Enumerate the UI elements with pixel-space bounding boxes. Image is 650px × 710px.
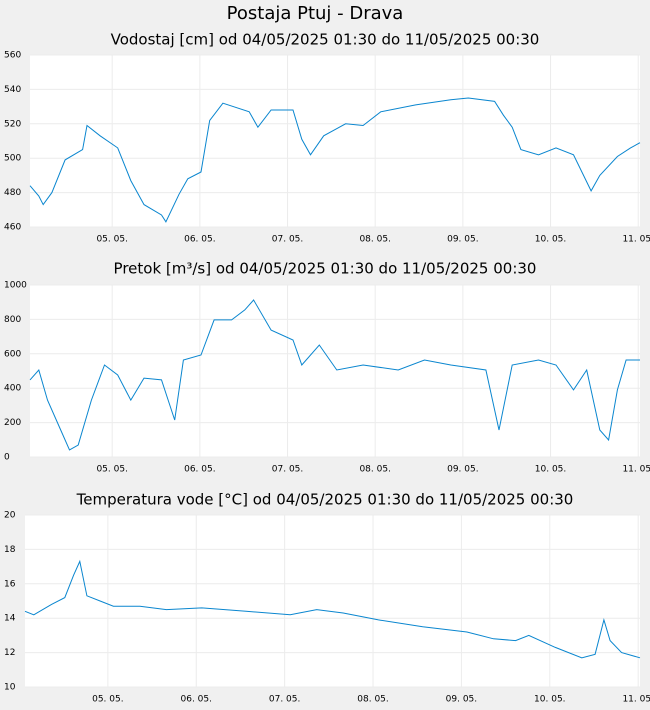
plot-area	[25, 515, 640, 687]
y-tick-label: 200	[4, 418, 21, 428]
page-title: Postaja Ptuj - Drava	[227, 3, 404, 24]
y-tick-label: 0	[4, 453, 10, 463]
x-tick-label: 05. 05.	[96, 235, 128, 245]
x-tick-label: 10. 05.	[535, 235, 567, 245]
x-tick-label: 09. 05.	[447, 465, 479, 475]
data-line	[29, 97, 641, 223]
y-tick-label: 20	[4, 511, 16, 521]
x-tick-label: 09. 05.	[447, 235, 479, 245]
x-tick-label: 10. 05.	[535, 465, 567, 475]
y-tick-label: 12	[4, 648, 15, 658]
x-tick-label: 06. 05.	[181, 695, 213, 705]
x-tick-label: 05. 05.	[92, 695, 124, 705]
y-tick-label: 400	[4, 384, 21, 394]
x-tick-label: 07. 05.	[272, 465, 304, 475]
x-tick-label: 06. 05.	[184, 465, 216, 475]
x-tick-label: 07. 05.	[272, 235, 304, 245]
plot-area	[30, 285, 640, 457]
y-tick-label: 800	[4, 315, 21, 325]
x-tick-label: 05. 05.	[96, 465, 128, 475]
y-tick-label: 600	[4, 349, 21, 359]
x-tick-label: 07. 05.	[269, 695, 301, 705]
chart-title: Temperatura vode [°C] od 04/05/2025 01:3…	[76, 491, 574, 509]
y-tick-label: 14	[4, 614, 16, 624]
y-tick-label: 460	[4, 223, 21, 233]
y-tick-label: 500	[4, 154, 21, 164]
chart-title: Vodostaj [cm] od 04/05/2025 01:30 do 11/…	[111, 31, 540, 49]
y-tick-label: 520	[4, 119, 21, 129]
x-tick-label: 10. 05.	[534, 695, 566, 705]
chart-title: Pretok [m³/s] od 04/05/2025 01:30 do 11/…	[114, 260, 537, 278]
x-tick-label: 08. 05.	[357, 695, 389, 705]
y-tick-label: 18	[4, 545, 16, 555]
x-tick-label: 11. 05.	[622, 465, 650, 475]
y-tick-label: 10	[4, 683, 16, 693]
x-tick-label: 08. 05.	[359, 465, 391, 475]
x-tick-label: 11. 05.	[622, 235, 650, 245]
x-tick-label: 08. 05.	[359, 235, 391, 245]
x-tick-label: 11. 05.	[622, 695, 650, 705]
y-tick-label: 16	[4, 579, 16, 589]
y-tick-label: 560	[4, 51, 21, 61]
x-tick-label: 09. 05.	[446, 695, 478, 705]
plot-area	[30, 55, 640, 227]
data-line	[29, 299, 640, 451]
y-tick-label: 540	[4, 85, 21, 95]
y-tick-label: 480	[4, 188, 21, 198]
y-tick-label: 1000	[4, 281, 27, 291]
data-line	[24, 559, 641, 659]
x-tick-label: 06. 05.	[184, 235, 216, 245]
